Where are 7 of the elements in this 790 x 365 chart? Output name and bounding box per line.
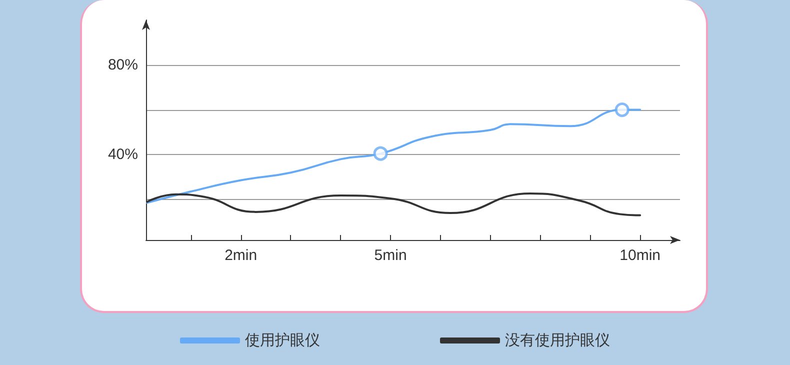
legend-label: 使用护眼仪 bbox=[245, 332, 320, 349]
x-tick-label: 2min bbox=[224, 247, 258, 264]
x-tick-label: 5min bbox=[374, 247, 407, 264]
y-tick-label: 40% bbox=[108, 146, 138, 164]
y-tick-label: 80% bbox=[108, 56, 138, 74]
x-tick-label: 10min bbox=[620, 247, 661, 264]
legend-label: 没有使用护眼仪 bbox=[505, 332, 610, 349]
